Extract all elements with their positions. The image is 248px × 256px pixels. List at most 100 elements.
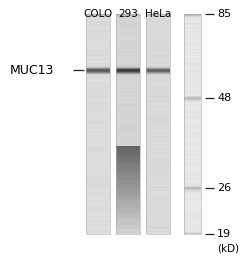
Bar <box>86 226 110 227</box>
Bar <box>116 177 139 178</box>
Bar <box>86 21 110 22</box>
Bar <box>116 18 139 19</box>
Bar <box>86 122 110 123</box>
Bar <box>116 216 139 217</box>
Bar <box>86 175 110 176</box>
Bar <box>116 51 139 52</box>
Bar <box>86 228 110 229</box>
Bar <box>116 91 139 92</box>
Bar <box>146 105 170 106</box>
Bar <box>184 14 201 234</box>
Bar <box>116 231 139 232</box>
Bar <box>146 132 170 133</box>
Bar <box>86 206 110 207</box>
Bar <box>116 53 139 54</box>
Bar <box>86 187 110 188</box>
Bar <box>184 43 201 44</box>
Bar <box>146 161 170 162</box>
Bar <box>116 204 139 205</box>
Bar <box>116 174 139 175</box>
Bar <box>146 26 170 27</box>
Bar <box>184 27 201 28</box>
Bar <box>86 165 110 166</box>
Bar <box>146 131 170 132</box>
Bar <box>146 107 170 108</box>
Bar <box>184 115 201 116</box>
Bar <box>184 153 201 154</box>
Bar <box>116 212 139 213</box>
Bar <box>86 86 110 87</box>
Bar <box>86 137 110 138</box>
Bar <box>184 218 201 219</box>
Bar <box>116 115 139 116</box>
Bar <box>146 196 170 197</box>
Bar <box>116 201 139 202</box>
Bar <box>184 133 201 134</box>
Bar <box>116 36 139 37</box>
Bar <box>146 166 170 167</box>
Bar <box>146 192 170 193</box>
Bar <box>116 130 139 131</box>
Bar <box>86 131 110 132</box>
Bar <box>86 166 110 167</box>
Bar <box>116 97 139 98</box>
Bar <box>146 117 170 118</box>
Bar <box>116 129 139 130</box>
Bar <box>116 202 139 203</box>
Bar <box>146 116 170 117</box>
Bar <box>86 177 110 178</box>
Bar <box>184 146 201 147</box>
Bar <box>116 33 139 34</box>
Bar <box>86 53 110 54</box>
Bar <box>86 220 110 221</box>
Bar <box>86 88 110 89</box>
Bar <box>184 81 201 82</box>
Bar <box>146 216 170 217</box>
Bar <box>146 29 170 30</box>
Bar <box>116 196 139 197</box>
Bar <box>116 193 139 194</box>
Bar <box>116 20 139 21</box>
Bar <box>86 209 110 210</box>
Bar <box>116 155 139 156</box>
Bar <box>116 224 139 225</box>
Bar <box>86 126 110 127</box>
Bar <box>184 22 201 23</box>
Bar <box>116 185 139 186</box>
Bar <box>86 99 110 100</box>
Bar <box>86 27 110 28</box>
Text: COLO: COLO <box>83 9 113 19</box>
Bar <box>116 45 139 46</box>
Bar <box>116 88 139 89</box>
Bar <box>116 167 139 168</box>
Bar <box>184 159 201 160</box>
Bar <box>116 37 139 38</box>
Bar <box>86 47 110 48</box>
Bar <box>116 190 139 191</box>
Bar <box>116 205 139 206</box>
Bar <box>146 224 170 225</box>
Bar <box>184 106 201 107</box>
Bar <box>146 194 170 195</box>
Bar <box>86 28 110 29</box>
Bar <box>146 169 170 170</box>
Bar <box>116 70 139 71</box>
Bar <box>86 210 110 211</box>
Bar <box>116 102 139 103</box>
Bar <box>86 157 110 158</box>
Bar <box>184 69 201 70</box>
Bar <box>184 227 201 228</box>
Bar <box>146 48 170 49</box>
Bar <box>184 67 201 68</box>
Bar <box>184 150 201 151</box>
Bar <box>116 181 139 182</box>
Bar <box>116 24 139 25</box>
Bar <box>116 183 139 184</box>
Bar <box>116 87 139 88</box>
Bar <box>116 225 139 226</box>
Bar <box>146 190 170 191</box>
Bar <box>116 208 139 209</box>
Bar <box>86 60 110 61</box>
Bar <box>184 110 201 111</box>
Bar <box>86 198 110 199</box>
